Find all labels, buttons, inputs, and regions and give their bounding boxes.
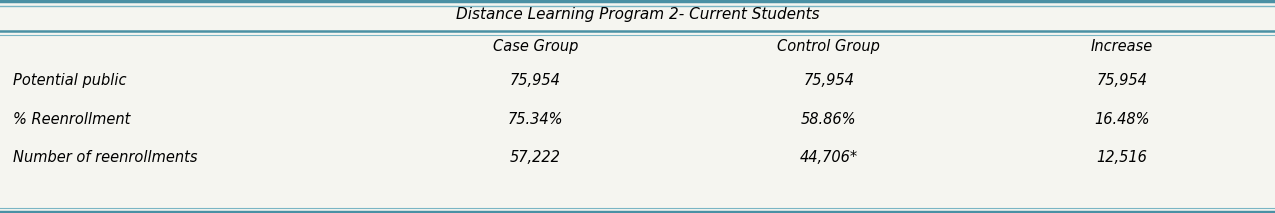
Text: 57,222: 57,222 (510, 150, 561, 165)
Text: Increase: Increase (1091, 39, 1153, 54)
Text: 58.86%: 58.86% (801, 112, 857, 127)
Text: 12,516: 12,516 (1096, 150, 1148, 165)
Text: Number of reenrollments: Number of reenrollments (13, 150, 198, 165)
Text: 75,954: 75,954 (510, 73, 561, 88)
Text: Control Group: Control Group (778, 39, 880, 54)
Text: Case Group: Case Group (493, 39, 578, 54)
Text: 75,954: 75,954 (1096, 73, 1148, 88)
Text: Distance Learning Program 2- Current Students: Distance Learning Program 2- Current Stu… (455, 7, 820, 22)
Text: % Reenrollment: % Reenrollment (13, 112, 130, 127)
Text: 16.48%: 16.48% (1094, 112, 1150, 127)
Text: Potential public: Potential public (13, 73, 126, 88)
Text: 75.34%: 75.34% (507, 112, 564, 127)
Text: 75,954: 75,954 (803, 73, 854, 88)
Text: 44,706*: 44,706* (799, 150, 858, 165)
